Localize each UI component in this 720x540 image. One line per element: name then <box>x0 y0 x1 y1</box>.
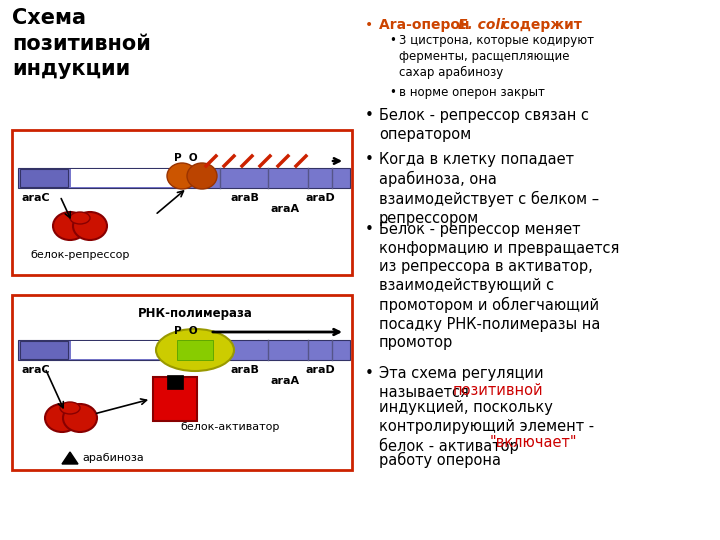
Text: •: • <box>389 86 396 99</box>
Text: Ara-оперон: Ara-оперон <box>379 18 474 32</box>
Text: содержит: содержит <box>497 18 582 32</box>
Text: арабиноза: арабиноза <box>82 453 144 463</box>
Text: araC: araC <box>22 365 50 375</box>
Text: araC: araC <box>22 193 50 203</box>
Text: Схема
позитивной
индукции: Схема позитивной индукции <box>12 8 151 79</box>
Text: araA: araA <box>271 376 300 386</box>
Text: P  O: P O <box>174 153 198 163</box>
Text: белок-репрессор: белок-репрессор <box>30 250 130 260</box>
Ellipse shape <box>187 163 217 189</box>
Text: "включает": "включает" <box>490 435 577 450</box>
Polygon shape <box>62 452 78 464</box>
Bar <box>71 341 189 359</box>
Text: •: • <box>365 108 374 123</box>
Ellipse shape <box>53 212 87 240</box>
Ellipse shape <box>60 402 80 414</box>
Bar <box>167 375 183 389</box>
Text: araB: araB <box>230 365 259 375</box>
Text: •: • <box>365 222 374 237</box>
Ellipse shape <box>73 212 107 240</box>
Text: •: • <box>365 366 374 381</box>
Ellipse shape <box>70 212 90 224</box>
Bar <box>12 130 352 275</box>
Ellipse shape <box>156 329 234 371</box>
Text: araD: araD <box>305 365 335 375</box>
Text: Белок - репрессор связан с
оператором: Белок - репрессор связан с оператором <box>379 108 589 141</box>
Text: работу оперона: работу оперона <box>379 452 501 468</box>
Bar <box>18 168 350 188</box>
Text: araD: araD <box>305 193 335 203</box>
Text: РНК-полимераза: РНК-полимераза <box>138 307 253 320</box>
Text: индукцией, поскольку
контролирующий элемент -
белок - активатор: индукцией, поскольку контролирующий элем… <box>379 400 594 454</box>
Text: белок-активатор: белок-активатор <box>180 422 279 432</box>
Bar <box>12 295 352 470</box>
Bar <box>71 169 189 187</box>
Text: •: • <box>389 34 396 47</box>
Bar <box>18 340 350 360</box>
Text: •: • <box>365 18 373 32</box>
Text: Белок - репрессор меняет
конформацию и превращается
из репрессора в активатор,
в: Белок - репрессор меняет конформацию и п… <box>379 222 619 350</box>
Text: araA: araA <box>271 204 300 214</box>
Ellipse shape <box>45 404 79 432</box>
Text: E. coli: E. coli <box>458 18 505 32</box>
Bar <box>20 341 68 359</box>
Text: Когда в клетку попадает
арабиноза, она
взаимодействует с белком –
репрессором: Когда в клетку попадает арабиноза, она в… <box>379 152 599 226</box>
Ellipse shape <box>167 163 197 189</box>
Text: Эта схема регуляции
называется: Эта схема регуляции называется <box>379 366 544 400</box>
Text: в норме оперон закрыт: в норме оперон закрыт <box>399 86 545 99</box>
Text: позитивной: позитивной <box>453 383 544 398</box>
Text: •: • <box>365 152 374 167</box>
Text: araB: araB <box>230 193 259 203</box>
Bar <box>20 169 68 187</box>
Text: P  O: P O <box>174 326 198 336</box>
Text: 3 цистрона, которые кодируют
ферменты, расщепляющие
сахар арабинозу: 3 цистрона, которые кодируют ферменты, р… <box>399 34 594 79</box>
Bar <box>177 340 213 360</box>
Bar <box>153 377 197 421</box>
Ellipse shape <box>63 404 97 432</box>
